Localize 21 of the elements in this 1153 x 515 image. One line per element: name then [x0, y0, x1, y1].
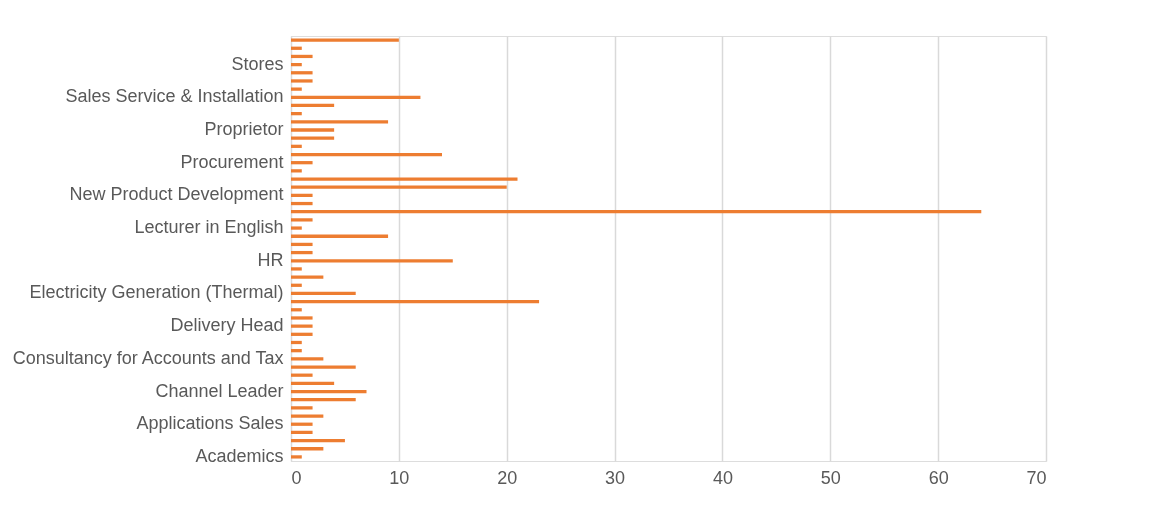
x-tick-label: 10 [389, 467, 410, 488]
y-tick-label: Applications Sales [136, 413, 284, 434]
x-tick-label: 50 [820, 467, 841, 488]
x-tick-label: 20 [497, 467, 518, 488]
y-tick-label: Consultancy for Accounts and Tax [12, 347, 284, 368]
x-tick-label: 30 [605, 467, 626, 488]
y-tick-label: Channel Leader [155, 380, 284, 401]
y-tick-label: Academics [195, 445, 284, 466]
y-tick-label: Delivery Head [170, 315, 284, 336]
y-tick-label: Lecturer in English [134, 217, 284, 238]
y-tick-label: Stores [231, 53, 284, 74]
x-tick-label: 0 [291, 467, 302, 488]
x-tick-label: 40 [712, 467, 733, 488]
x-tick-label: 60 [928, 467, 949, 488]
y-tick-label: Electricity Generation (Thermal) [29, 282, 284, 303]
y-tick-label: Sales Service & Installation [65, 86, 284, 107]
x-tick-label: 70 [1026, 467, 1047, 488]
y-tick-label: New Product Development [69, 184, 284, 205]
y-tick-label: HR [257, 249, 284, 270]
y-tick-label: Procurement [180, 151, 284, 172]
y-tick-label: Proprietor [204, 118, 284, 139]
